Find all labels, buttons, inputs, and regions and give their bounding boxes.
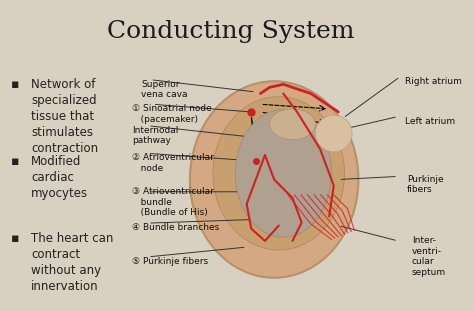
Text: Purkinje
fibers: Purkinje fibers (407, 175, 444, 194)
Text: Modified
cardiac
myocytes: Modified cardiac myocytes (31, 155, 88, 200)
Text: ▪: ▪ (10, 78, 19, 91)
Text: Network of
specialized
tissue that
stimulates
contraction: Network of specialized tissue that stimu… (31, 78, 98, 155)
Text: ▪: ▪ (10, 232, 19, 245)
Text: ▪: ▪ (10, 155, 19, 168)
Text: The heart can
contract
without any
innervation: The heart can contract without any inner… (31, 232, 114, 293)
Ellipse shape (270, 109, 315, 140)
Text: ① Sinoatrial node
   (pacemaker): ① Sinoatrial node (pacemaker) (132, 104, 212, 124)
Text: ④ Bundle branches: ④ Bundle branches (132, 223, 219, 232)
Text: Conducting System: Conducting System (107, 20, 354, 43)
Text: Right atrium: Right atrium (405, 77, 462, 86)
Ellipse shape (235, 109, 331, 237)
Text: ③ Atrioventricular
   bundle
   (Bundle of His): ③ Atrioventricular bundle (Bundle of His… (132, 187, 214, 217)
Text: Superior
vena cava: Superior vena cava (141, 80, 188, 99)
Text: Left atrium: Left atrium (405, 117, 455, 126)
Ellipse shape (315, 115, 352, 152)
Text: ② Atrioventricular
   node: ② Atrioventricular node (132, 153, 214, 173)
Text: Internodal
pathway: Internodal pathway (132, 126, 178, 145)
Text: ⑤ Purkinje fibers: ⑤ Purkinje fibers (132, 257, 208, 266)
Text: Inter-
ventri-
cular
septum: Inter- ventri- cular septum (412, 236, 446, 276)
Ellipse shape (213, 97, 345, 250)
Ellipse shape (190, 81, 358, 278)
